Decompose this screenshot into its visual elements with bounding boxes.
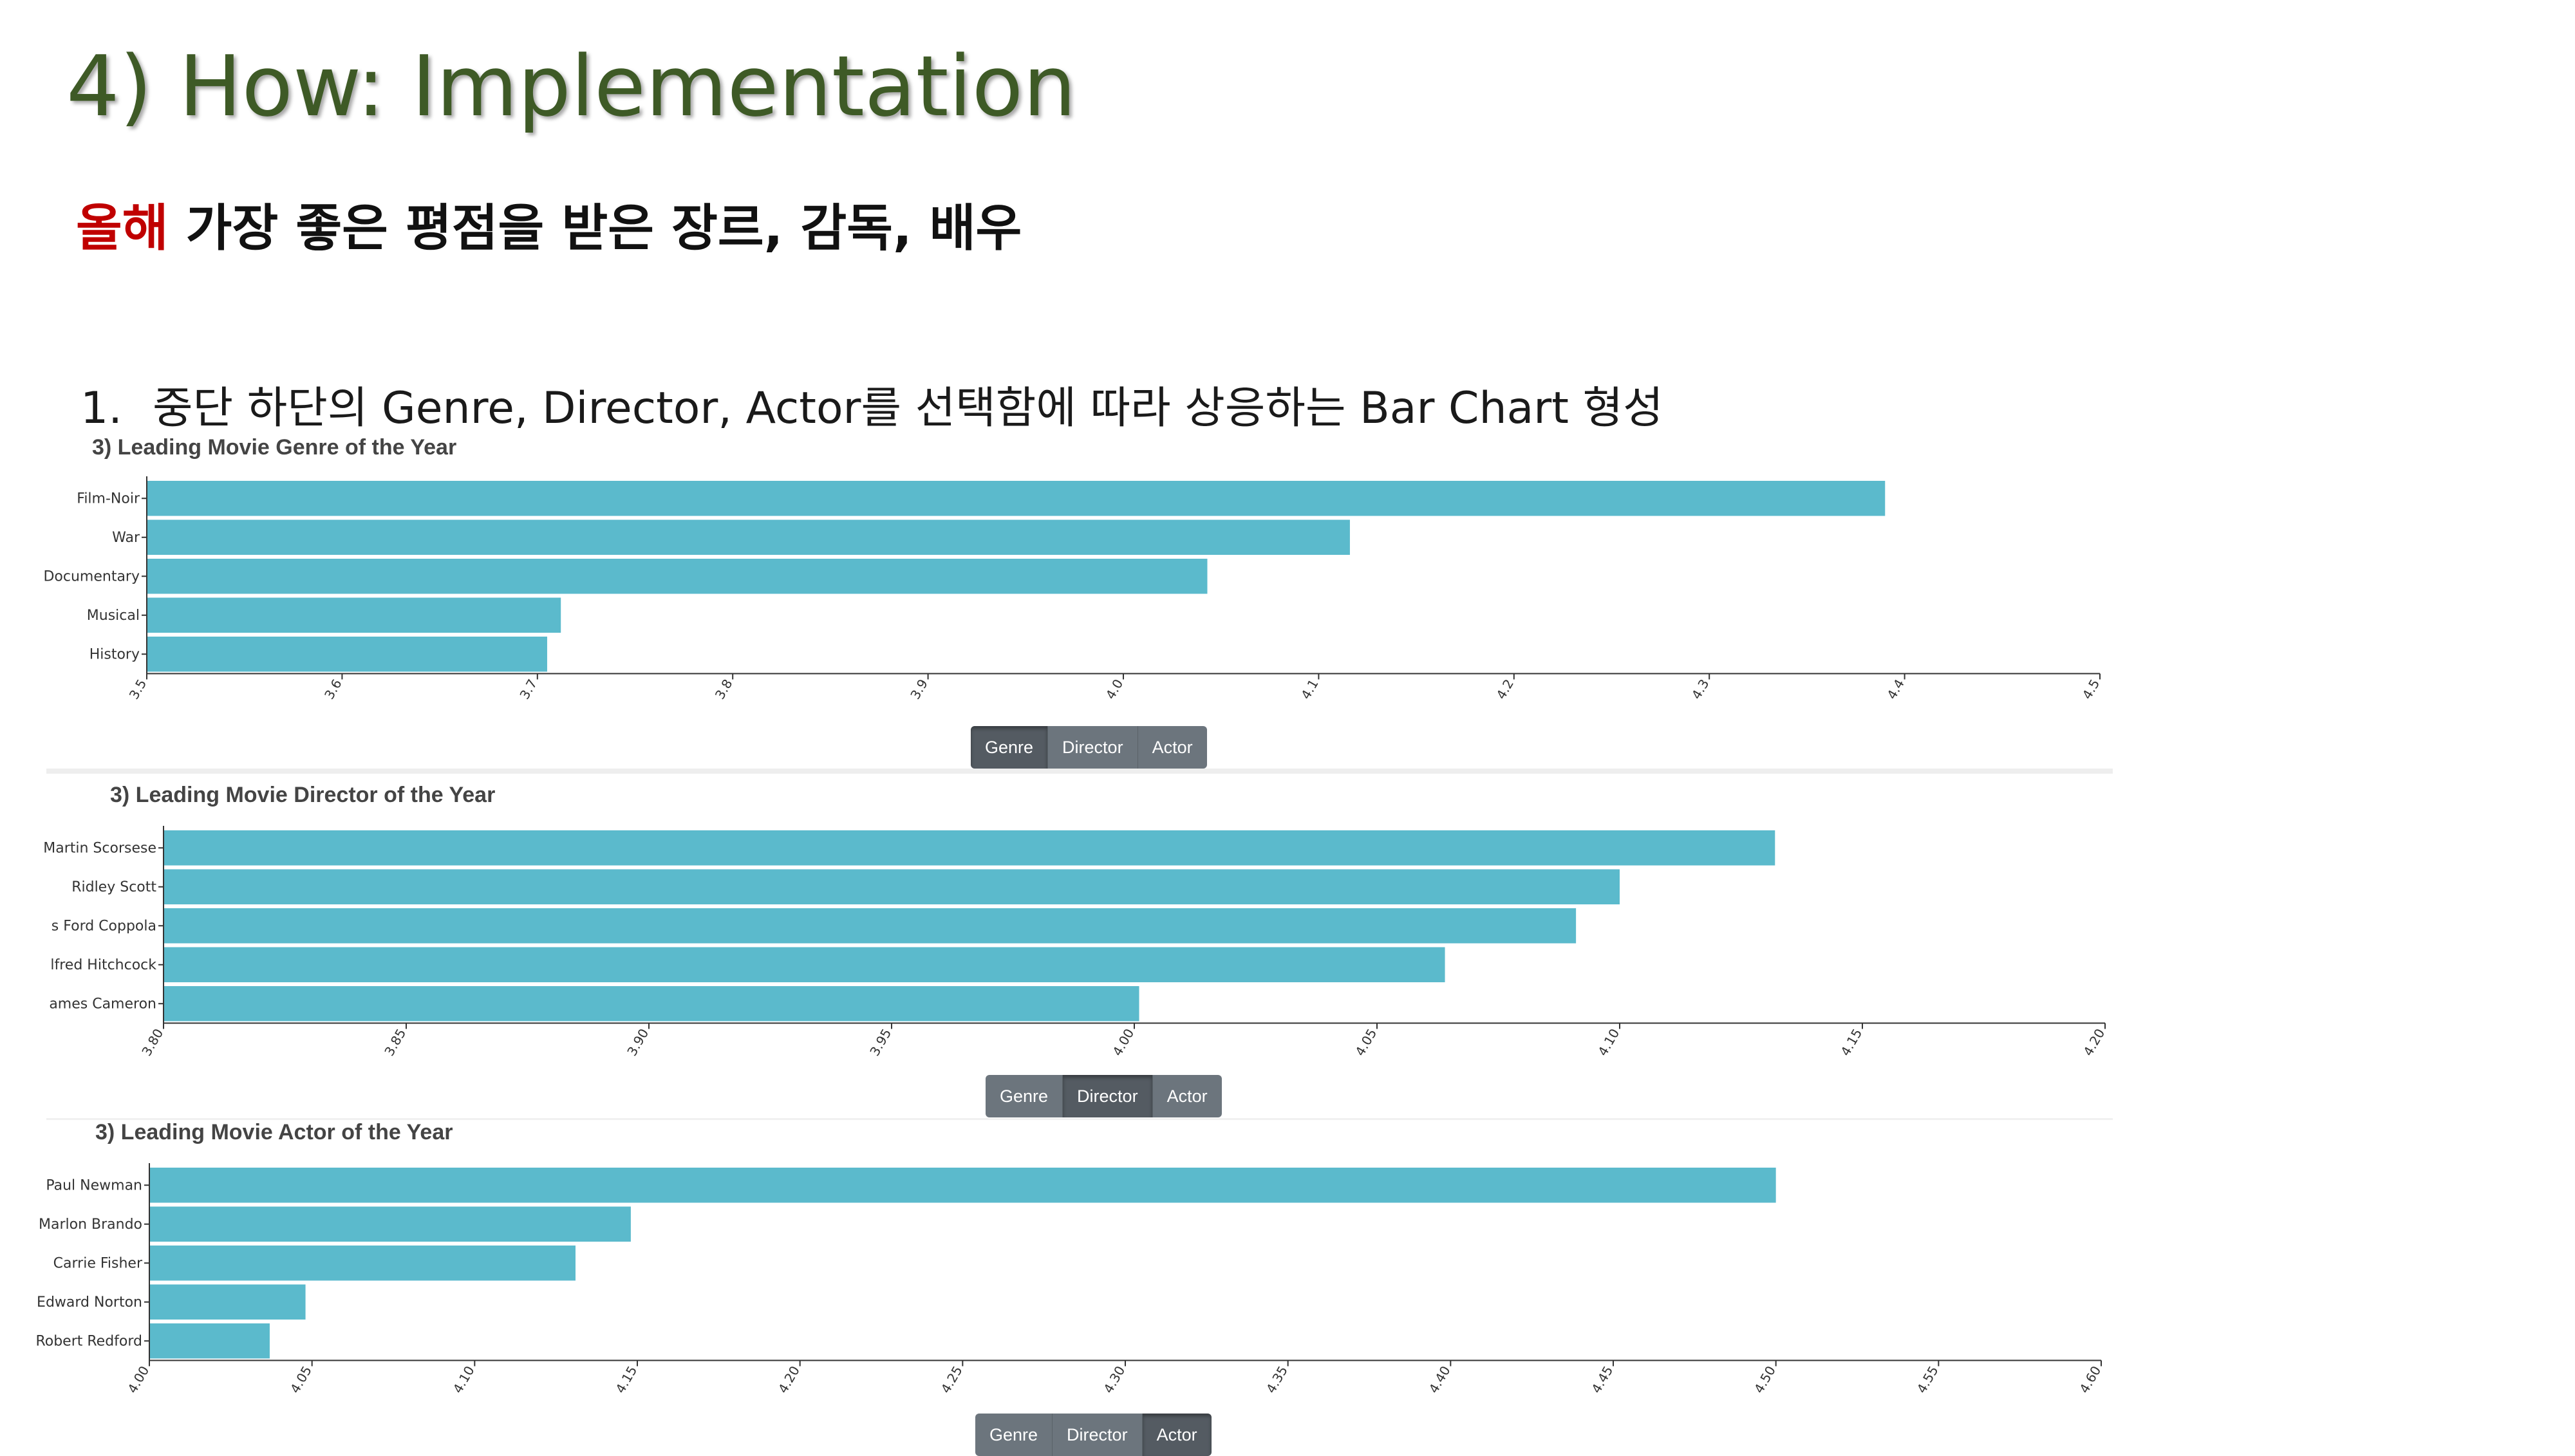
bullet-point: 1. 중단 하단의 Genre, Director, Actor를 선택함에 따라… — [80, 372, 1663, 436]
genre-bar — [147, 519, 1350, 555]
actor-x-tick-label: 4.05 — [287, 1363, 315, 1396]
subtitle-highlight: 올해 — [76, 200, 169, 257]
director-button[interactable]: Director — [1063, 1075, 1153, 1117]
director-x-tick-label: 3.95 — [866, 1026, 894, 1059]
genre-category-label: History — [89, 646, 140, 662]
director-category-label: lfred Hitchcock — [50, 957, 156, 973]
director-x-tick-label: 3.90 — [624, 1026, 651, 1059]
bullet-text: 중단 하단의 Genre, Director, Actor를 선택함에 따라 상… — [153, 383, 1663, 434]
actor-bar — [149, 1284, 306, 1320]
director-button[interactable]: Director — [1048, 726, 1138, 769]
director-bar — [164, 830, 1775, 866]
genre-button[interactable]: Genre — [971, 726, 1049, 769]
genre-x-tick-label: 3.9 — [907, 677, 931, 702]
director-x-tick-label: 4.05 — [1352, 1026, 1380, 1059]
actor-button[interactable]: Actor — [1152, 1075, 1222, 1117]
genre-x-tick-label: 3.5 — [126, 677, 150, 702]
actor-x-tick-label: 4.60 — [2076, 1363, 2104, 1396]
director-bar — [164, 869, 1620, 904]
director-x-tick-label: 4.20 — [2080, 1026, 2108, 1059]
director-bar — [164, 986, 1139, 1022]
director-category-label: ames Cameron — [49, 996, 156, 1012]
panel-divider — [46, 1118, 2113, 1120]
actor-x-tick-label: 4.50 — [1751, 1363, 1779, 1396]
genre-button[interactable]: Genre — [986, 1075, 1063, 1117]
actor-category-label: Paul Newman — [46, 1177, 142, 1193]
genre-x-tick-label: 3.7 — [516, 677, 540, 702]
genre-x-tick-label: 4.3 — [1689, 677, 1712, 702]
slide-subtitle: 올해 가장 좋은 평점을 받은 장르, 감독, 배우 — [76, 188, 1022, 260]
panel-divider — [46, 769, 2113, 774]
genre-x-tick-label: 4.4 — [1884, 677, 1907, 702]
genre-x-tick-label: 4.0 — [1103, 677, 1127, 702]
actor-x-tick-label: 4.35 — [1263, 1363, 1291, 1396]
director-bar — [164, 908, 1577, 944]
actor-x-tick-label: 4.55 — [1914, 1363, 1942, 1396]
actor-category-label: Carrie Fisher — [53, 1255, 143, 1271]
actor-bar — [149, 1323, 270, 1359]
actor-x-tick-label: 4.10 — [450, 1363, 478, 1396]
actor-category-label: Edward Norton — [37, 1294, 142, 1311]
genre-category-label: Musical — [87, 608, 140, 624]
genre-bar — [147, 597, 561, 633]
genre-category-label: War — [112, 530, 140, 546]
actor-x-tick-label: 4.25 — [938, 1363, 966, 1396]
actor-x-tick-label: 4.15 — [612, 1363, 640, 1396]
director-button[interactable]: Director — [1053, 1414, 1143, 1456]
genre-x-tick-label: 3.6 — [321, 677, 345, 702]
actor-bar — [149, 1168, 1776, 1203]
genre-button[interactable]: Genre — [975, 1414, 1053, 1456]
director-bar — [164, 947, 1445, 982]
bullet-number: 1. — [80, 383, 122, 434]
genre-chart-title: 3) Leading Movie Genre of the Year — [92, 435, 457, 460]
director-category-label: Martin Scorsese — [43, 840, 156, 856]
director-x-tick-label: 4.10 — [1595, 1026, 1622, 1059]
director-category-label: Ridley Scott — [71, 879, 156, 895]
actor-x-tick-label: 4.20 — [775, 1363, 803, 1396]
director-category-label: s Ford Coppola — [52, 918, 156, 934]
genre-bar — [147, 559, 1208, 594]
actor-x-tick-label: 4.45 — [1588, 1363, 1616, 1396]
director-chart-title: 3) Leading Movie Director of the Year — [110, 783, 496, 807]
genre-x-tick-label: 4.1 — [1298, 677, 1322, 702]
director-x-tick-label: 4.00 — [1109, 1026, 1137, 1059]
actor-button[interactable]: Actor — [1138, 726, 1207, 769]
genre-x-tick-label: 3.8 — [712, 677, 736, 702]
genre-category-label: Documentary — [43, 568, 140, 584]
genre-bar — [147, 481, 1886, 516]
actor-x-tick-label: 4.40 — [1426, 1363, 1454, 1396]
actor-chart-button-group: Genre Director Actor — [975, 1414, 1212, 1456]
actor-button[interactable]: Actor — [1142, 1414, 1212, 1456]
actor-bar — [149, 1246, 576, 1281]
actor-category-label: Marlon Brando — [39, 1217, 142, 1233]
director-x-tick-label: 3.80 — [138, 1026, 166, 1059]
actor-x-tick-label: 4.00 — [124, 1363, 152, 1396]
director-chart-button-group: Genre Director Actor — [986, 1075, 1222, 1117]
genre-x-tick-label: 4.5 — [2079, 677, 2103, 702]
slide-title: 4) How: Implementation — [66, 37, 1076, 135]
director-x-tick-label: 3.85 — [381, 1026, 409, 1059]
subtitle-text: 가장 좋은 평점을 받은 장르, 감독, 배우 — [168, 200, 1022, 257]
actor-category-label: Robert Redford — [35, 1333, 142, 1349]
genre-bar — [147, 637, 547, 672]
genre-x-tick-label: 4.2 — [1493, 677, 1517, 702]
actor-x-tick-label: 4.30 — [1100, 1363, 1128, 1396]
director-x-tick-label: 4.15 — [1837, 1026, 1865, 1059]
genre-category-label: Film-Noir — [77, 490, 140, 507]
actor-bar — [149, 1206, 631, 1242]
actor-chart-title: 3) Leading Movie Actor of the Year — [95, 1120, 453, 1144]
genre-chart-button-group: Genre Director Actor — [971, 726, 1207, 769]
